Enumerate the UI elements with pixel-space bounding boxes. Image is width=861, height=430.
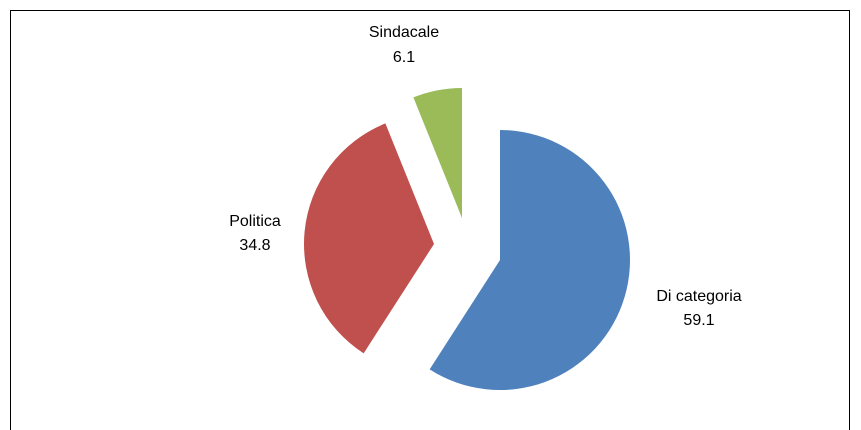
- label-politica: Politica 34.8: [229, 213, 281, 254]
- slice-label-di-categoria: Di categoria: [656, 288, 741, 305]
- slice-value-sindacale: 6.1: [393, 49, 415, 66]
- slice-label-politica: Politica: [229, 213, 281, 230]
- slice-value-di-categoria: 59.1: [683, 312, 714, 329]
- slice-value-politica: 34.8: [239, 237, 270, 254]
- label-sindacale: Sindacale 6.1: [369, 24, 439, 66]
- slice-di-categoria: [429, 130, 631, 390]
- slice-label-sindacale: Sindacale: [369, 24, 439, 41]
- chart-frame: [10, 10, 850, 430]
- slice-politica: [303, 123, 434, 354]
- pie-slices: [303, 88, 631, 390]
- slice-sindacale: [413, 88, 462, 218]
- label-di-categoria: Di categoria 59.1: [656, 288, 741, 329]
